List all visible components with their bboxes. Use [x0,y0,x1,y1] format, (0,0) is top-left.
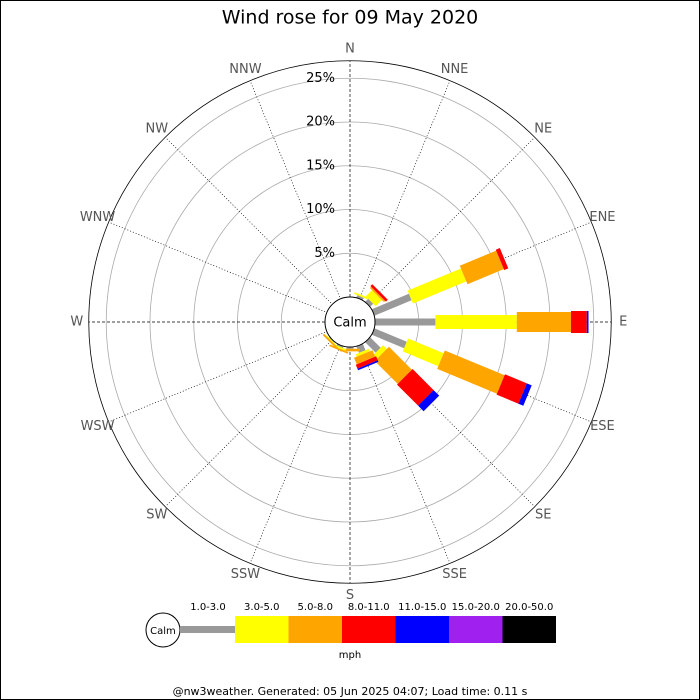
direction-label: E [619,315,627,330]
direction-label: WSW [81,419,115,434]
bar-segment [571,311,587,333]
legend-label: 20.0-50.0 [505,602,553,613]
legend-calm-label: Calm [150,626,176,637]
direction-label: NW [145,121,168,136]
bar-segment [374,346,412,384]
bar-segment [397,369,434,406]
direction-label: ENE [589,210,615,225]
bar-segment [375,318,436,326]
direction-label: N [345,41,355,56]
bar-segment [365,290,382,307]
direction-label: NNE [441,62,469,77]
bar-segment [354,350,376,365]
r-tick-label: 20% [306,115,335,130]
bar-segment [371,328,407,349]
units-label: mph [339,650,361,661]
bar-segment [407,268,467,304]
legend-swatch [235,616,289,643]
bar-segment [357,360,379,371]
legend-swatch [180,626,235,633]
bar-segment [354,292,368,300]
r-tick-label: 15% [306,158,335,173]
legend-label: 11.0-15.0 [398,602,446,613]
bar-segment [435,315,517,329]
bar-segment [516,312,571,332]
bar-segment [373,345,387,359]
grid-circle [105,77,595,567]
legend-swatch [342,616,396,643]
legend-label: 1.0-3.0 [190,602,225,613]
r-tick-label: 5% [314,246,335,261]
bar-segment [418,390,440,412]
calm-circle [324,296,376,348]
bar-segment [496,374,527,404]
legend-label: 3.0-5.0 [244,602,279,613]
legend-swatch [449,616,503,643]
legend-swatch [395,616,449,643]
bar-segment [370,284,388,302]
bar-segment [365,298,374,307]
calm-label: Calm [333,316,366,331]
direction-label: SSW [231,567,261,582]
bar-segment [326,335,337,346]
legend-label: 8.0-11.0 [348,602,390,613]
legend-swatch [502,616,556,643]
direction-label: ESE [590,419,615,434]
bar-segment [459,250,504,285]
direction-label: NNW [229,62,261,77]
bar-segment [495,248,509,270]
direction-label: S [346,588,354,603]
chart-title: Wind rose for 09 May 2020 [222,7,479,29]
bar-segment [586,311,589,333]
bar-segment [336,343,344,349]
direction-label: NE [534,121,552,136]
bar-segment [322,333,339,350]
legend-swatch [288,616,342,643]
direction-label: SE [535,508,551,523]
direction-label: SW [146,508,167,523]
direction-label: W [70,315,83,330]
direction-label: WNW [80,210,116,225]
bar-segment [355,356,378,369]
bar-segment [365,337,381,353]
bar-segment [346,347,354,349]
bar-segment [402,338,444,367]
r-tick-label: 25% [306,71,335,86]
bar-segment [518,383,532,406]
r-tick-label: 10% [306,202,335,217]
legend-label: 5.0-8.0 [298,602,333,613]
footer: @nw3weather. Generated: 05 Jun 2025 04:0… [173,685,528,698]
bar-segment [371,293,412,316]
bar-segment [329,344,349,354]
bar-segment [369,286,386,303]
bar-segment [356,295,364,301]
bar-segment [437,350,505,394]
legend-label: 15.0-20.0 [452,602,500,613]
bar-segment [355,348,370,357]
direction-label: SSE [442,567,467,582]
